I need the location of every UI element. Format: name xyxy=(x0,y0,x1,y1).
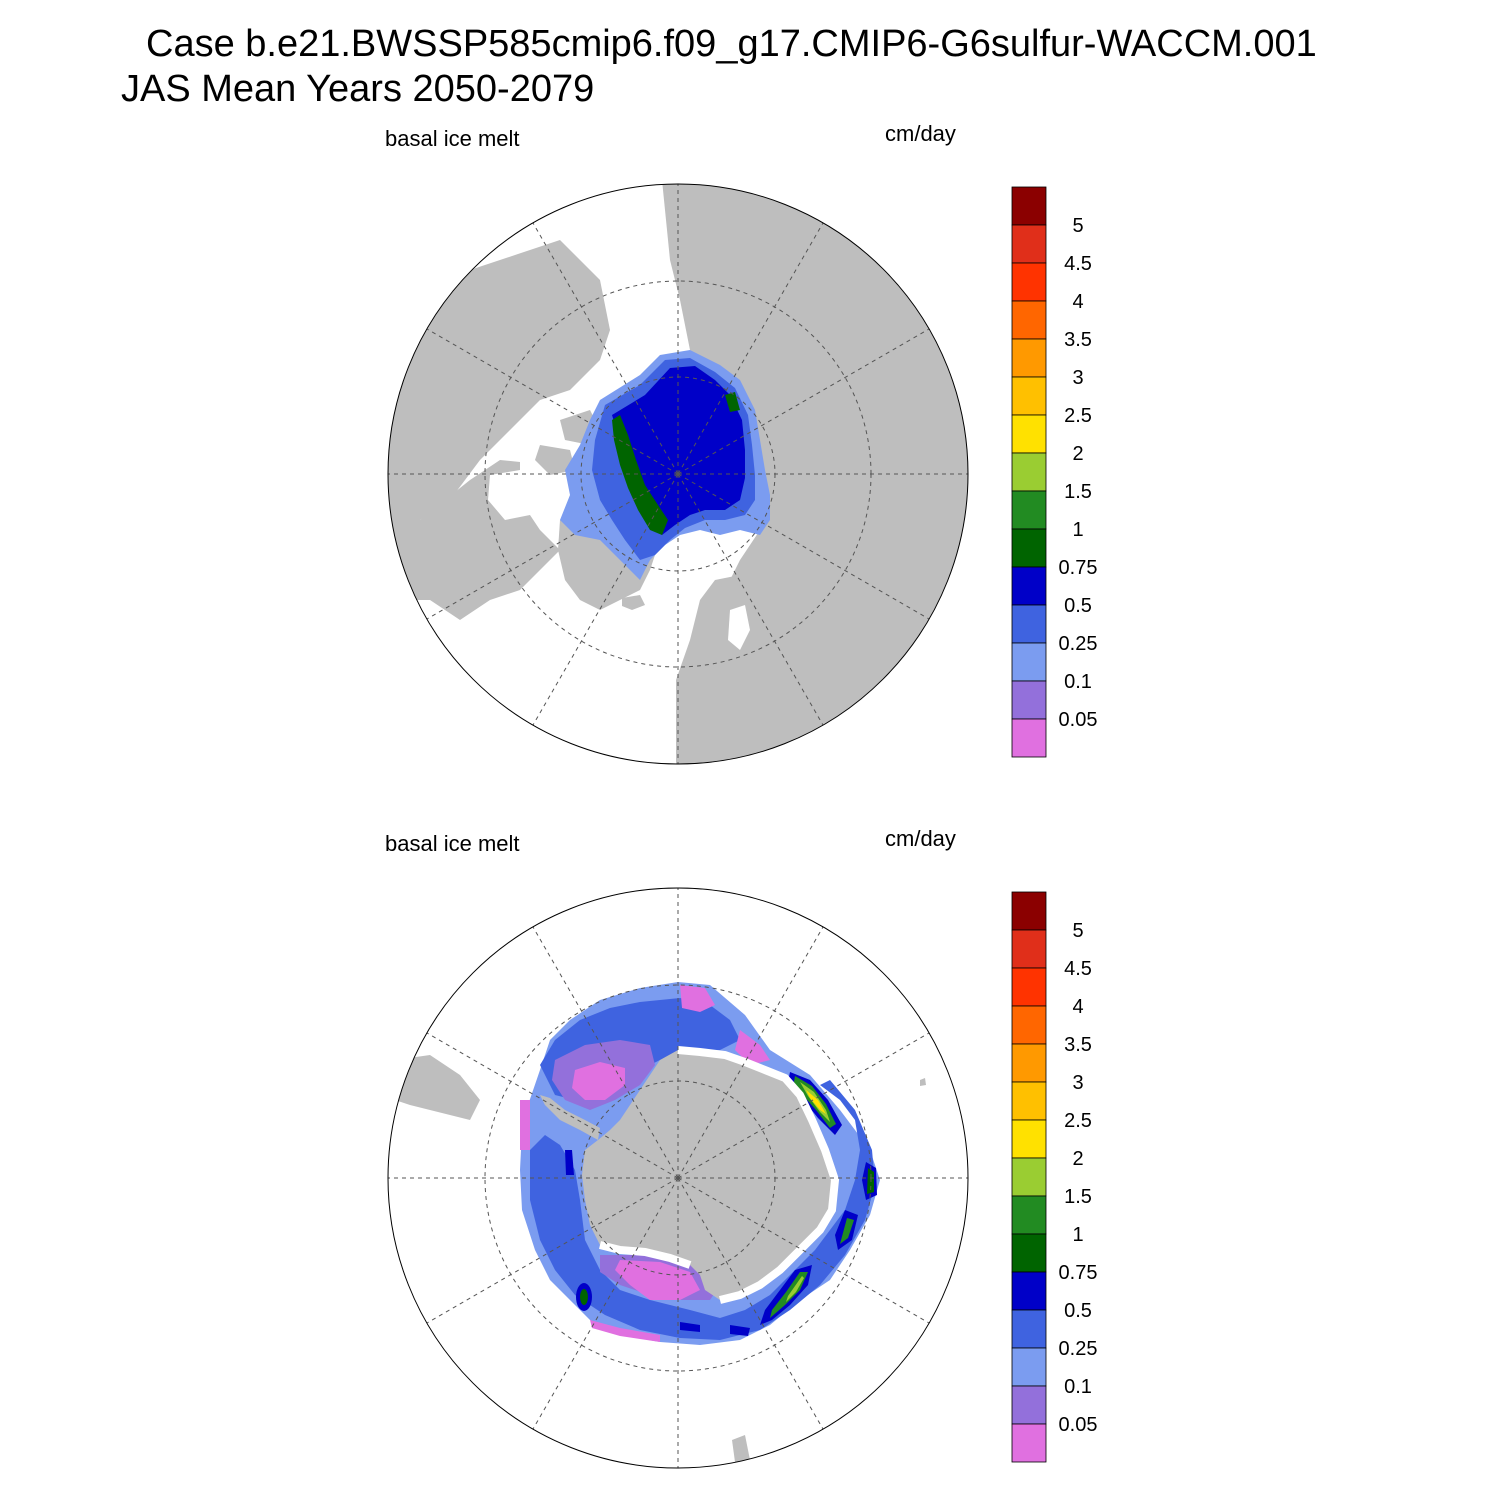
colorbar-swatch xyxy=(1011,1309,1047,1349)
colorbar-swatch xyxy=(1011,718,1047,758)
nh-colorbar: 0.05 0.1 0.25 0.5 0.75 1 1.5 2 2.5 3 3.5 4 4.5 5 xyxy=(1011,186,1098,758)
sh-map xyxy=(387,887,969,1469)
colorbar-swatch xyxy=(1011,300,1047,340)
colorbar-swatch xyxy=(1011,452,1047,492)
colorbar-swatch xyxy=(1011,1157,1047,1197)
colorbar-swatch xyxy=(1011,1233,1047,1273)
nh-gridlines xyxy=(388,184,968,764)
sh-variable-label: basal ice melt xyxy=(385,831,520,856)
colorbar-swatch xyxy=(1011,566,1047,606)
colorbar-swatch xyxy=(1011,642,1047,682)
nh-melt-0.75-1 xyxy=(612,415,668,535)
colorbar-swatch xyxy=(1011,1271,1047,1311)
colorbar-swatch xyxy=(1011,414,1047,454)
sh-gridlines xyxy=(388,888,968,1468)
colorbar-tick-label: 2 xyxy=(1072,443,1083,465)
colorbar-tick-label: 0.75 xyxy=(1059,1262,1098,1284)
colorbar-swatch xyxy=(1011,490,1047,530)
colorbar-tick-label: 3 xyxy=(1072,367,1083,389)
colorbar-tick-label: 3 xyxy=(1072,1072,1083,1094)
colorbar-tick-label: 1 xyxy=(1072,519,1083,541)
colorbar-swatch xyxy=(1011,528,1047,568)
colorbar-tick-label: 3.5 xyxy=(1064,1034,1092,1056)
colorbar-tick-label: 2.5 xyxy=(1064,1110,1092,1132)
sh-map-border xyxy=(387,887,969,1469)
colorbar-tick-label: 0.75 xyxy=(1059,557,1098,579)
colorbar-swatch xyxy=(1011,338,1047,378)
colorbar-tick-label: 4 xyxy=(1072,996,1083,1018)
colorbar-swatch xyxy=(1011,891,1047,931)
colorbar-swatch xyxy=(1011,1081,1047,1121)
colorbar-tick-label: 3.5 xyxy=(1064,329,1092,351)
figure-title-case: Case b.e21.BWSSP585cmip6.f09_g17.CMIP6-G… xyxy=(146,23,1317,65)
colorbar-tick-label: 0.1 xyxy=(1064,671,1092,693)
colorbar-tick-label: 0.05 xyxy=(1059,709,1098,731)
colorbar-tick-label: 0.1 xyxy=(1064,1376,1092,1398)
colorbar-swatch xyxy=(1011,929,1047,969)
colorbar-swatch xyxy=(1011,604,1047,644)
colorbar-tick-label: 4.5 xyxy=(1064,253,1092,275)
colorbar-swatch xyxy=(1011,1005,1047,1045)
sh-units-label: cm/day xyxy=(885,826,956,851)
colorbar-swatch xyxy=(1011,680,1047,720)
colorbar-swatch xyxy=(1011,262,1047,302)
colorbar-swatch xyxy=(1011,1385,1047,1425)
colorbar-tick-label: 0.05 xyxy=(1059,1414,1098,1436)
figure-subtitle-period: JAS Mean Years 2050-2079 xyxy=(121,68,595,110)
nh-map xyxy=(387,183,969,765)
colorbar-tick-label: 2 xyxy=(1072,1148,1083,1170)
colorbar-swatch xyxy=(1011,1423,1047,1463)
colorbar-tick-label: 1.5 xyxy=(1064,481,1092,503)
sh-melt-0.05-0.1 xyxy=(572,1062,625,1100)
colorbar-tick-label: 0.25 xyxy=(1059,1338,1098,1360)
colorbar-tick-label: 1.5 xyxy=(1064,1186,1092,1208)
colorbar-tick-label: 4 xyxy=(1072,291,1083,313)
nh-variable-label: basal ice melt xyxy=(385,126,520,151)
nh-units-label: cm/day xyxy=(885,121,956,146)
colorbar-swatch xyxy=(1011,1043,1047,1083)
colorbar-tick-label: 5 xyxy=(1072,920,1083,942)
sh-colorbar: 0.05 0.1 0.25 0.5 0.75 1 1.5 2 2.5 3 3.5 4 4.5 5 xyxy=(1011,891,1098,1463)
colorbar-tick-label: 4.5 xyxy=(1064,958,1092,980)
colorbar-swatch xyxy=(1011,1195,1047,1235)
nh-map-border xyxy=(387,183,969,765)
colorbar-swatch xyxy=(1011,376,1047,416)
colorbar-swatch xyxy=(1011,967,1047,1007)
colorbar-swatch xyxy=(1011,224,1047,264)
colorbar-swatch xyxy=(1011,186,1047,226)
sh-melt-2-2.5 xyxy=(806,1090,826,1114)
colorbar-tick-label: 0.25 xyxy=(1059,633,1098,655)
colorbar-swatch xyxy=(1011,1347,1047,1387)
nh-melt-field xyxy=(560,350,770,580)
colorbar-tick-label: 5 xyxy=(1072,215,1083,237)
colorbar-tick-label: 0.5 xyxy=(1064,1300,1092,1322)
colorbar-tick-label: 1 xyxy=(1072,1224,1083,1246)
colorbar-swatch xyxy=(1011,1119,1047,1159)
sh-antarctica xyxy=(582,1050,835,1300)
colorbar-tick-label: 0.5 xyxy=(1064,595,1092,617)
sh-south-america xyxy=(395,1055,480,1120)
colorbar-tick-label: 2.5 xyxy=(1064,405,1092,427)
